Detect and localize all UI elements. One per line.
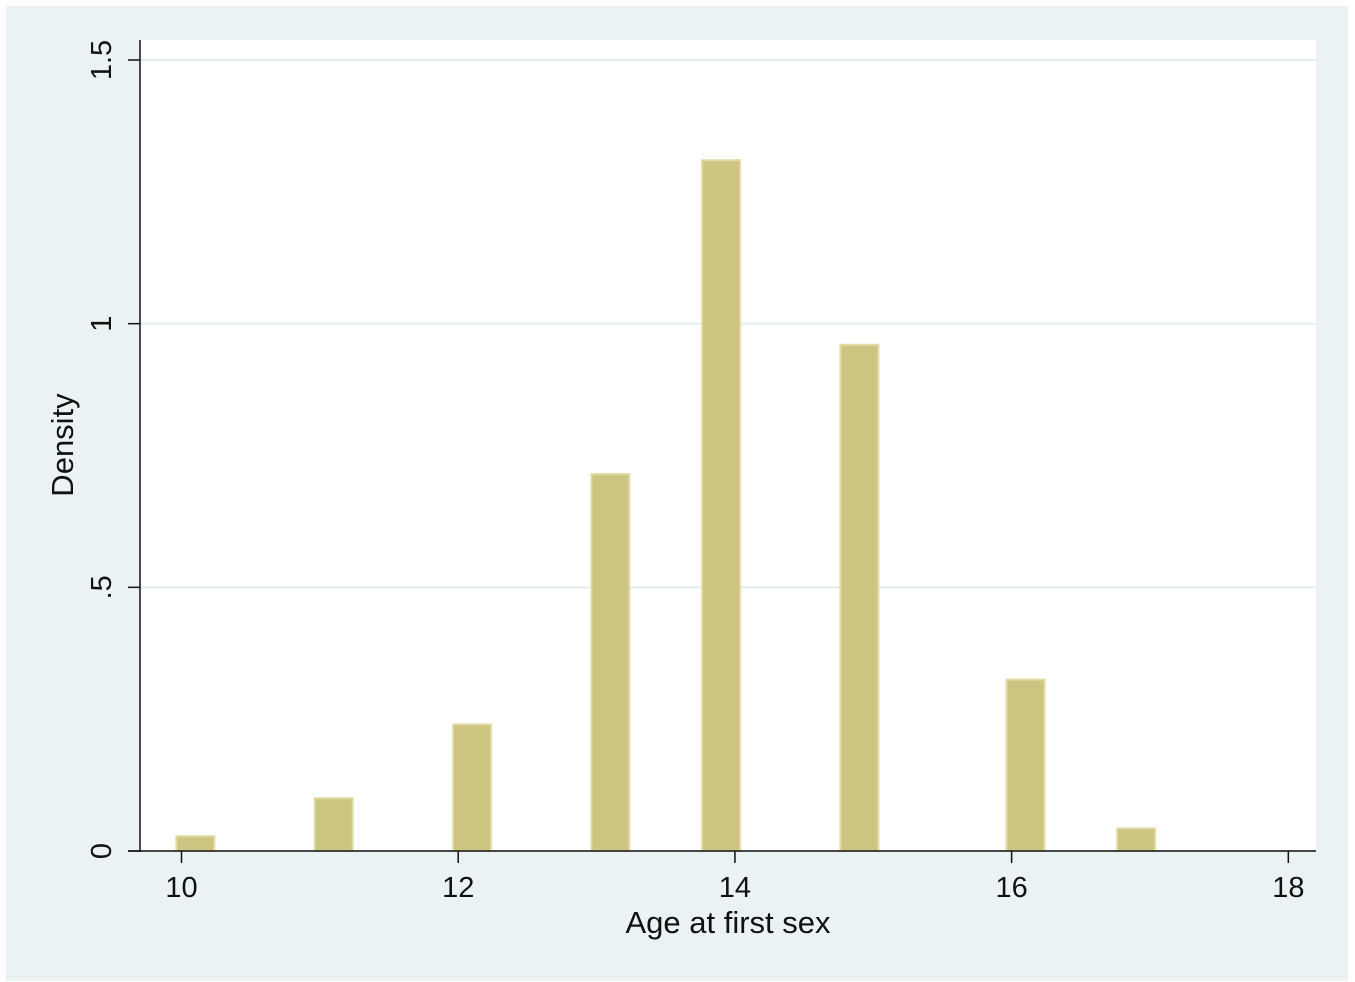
y-tick-label: 0: [86, 843, 118, 859]
y-ticks: 0 .5 1 1.5: [86, 40, 140, 859]
x-tick-label: 16: [995, 872, 1027, 904]
x-tick-label: 14: [719, 872, 751, 904]
histogram-bar: [839, 343, 880, 852]
histogram-bar: [701, 159, 742, 852]
x-tick-label: 18: [1272, 872, 1304, 904]
y-tick-label: 1.5: [86, 40, 118, 80]
x-axis-label: Age at first sex: [625, 905, 831, 940]
y-axis-label: Density: [45, 393, 80, 497]
bars: [175, 159, 1157, 853]
histogram-bar: [452, 723, 493, 852]
x-tick-label: 12: [442, 872, 474, 904]
y-tick-label: 1: [86, 316, 118, 332]
histogram-bar: [175, 835, 216, 853]
histogram-bar: [313, 797, 354, 852]
histogram-bar: [1005, 678, 1046, 852]
y-tick-label: .5: [86, 575, 118, 599]
histogram-bar: [590, 472, 631, 852]
x-ticks: 10 12 14 16 18: [165, 851, 1304, 904]
histogram-bar: [1116, 827, 1157, 852]
x-tick-label: 10: [165, 872, 197, 904]
